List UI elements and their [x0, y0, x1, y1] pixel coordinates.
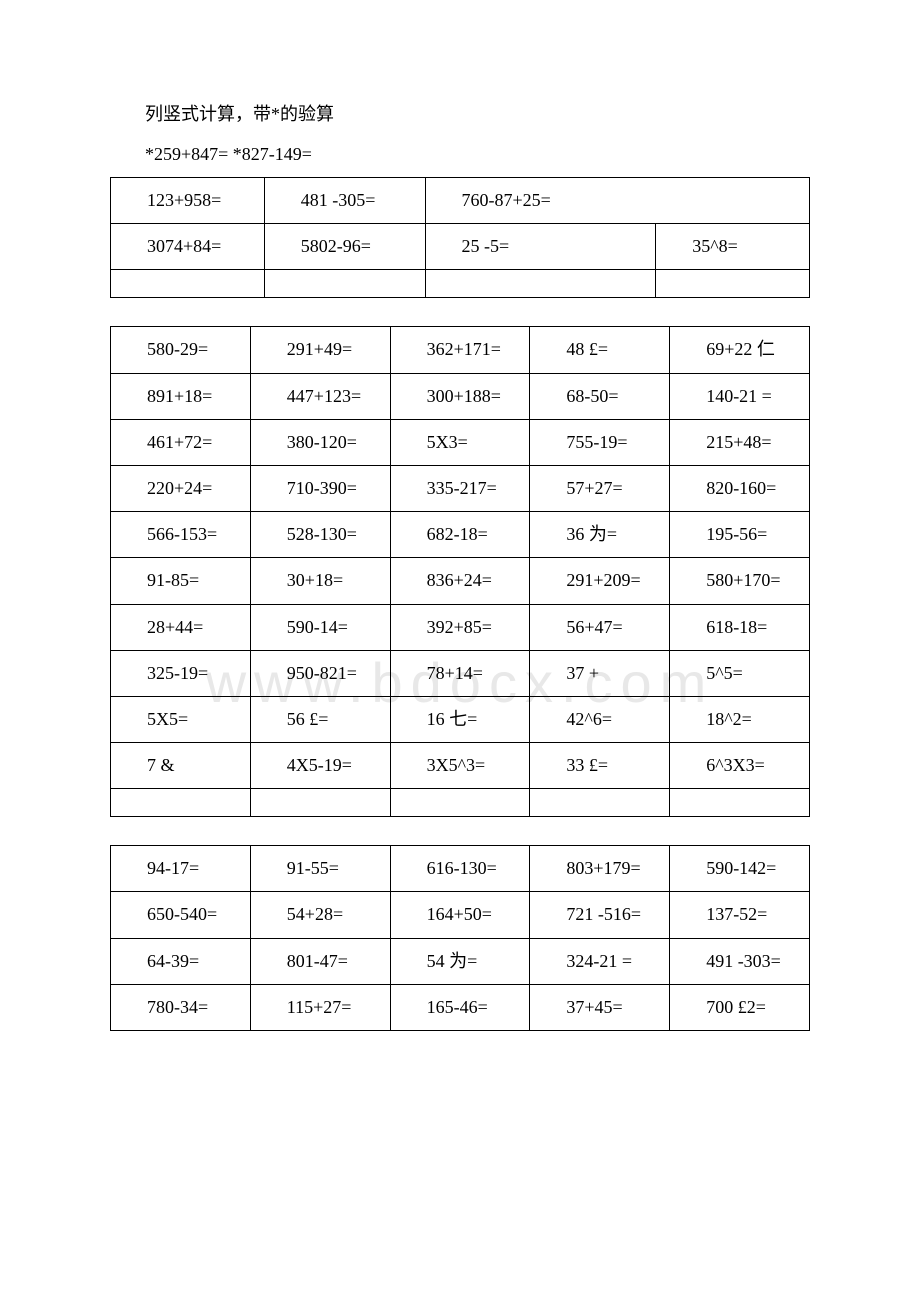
table-cell: 78+14= [390, 650, 530, 696]
table-cell: 891+18= [111, 373, 251, 419]
table-cell: 123+958= [111, 178, 265, 224]
table-cell: 5^5= [670, 650, 810, 696]
table-cell [656, 270, 810, 298]
table-cell: 801-47= [250, 938, 390, 984]
table-cell: 36 为= [530, 512, 670, 558]
table-cell: 195-56= [670, 512, 810, 558]
table-cell [670, 789, 810, 817]
table-cell: 94-17= [111, 846, 251, 892]
table-cell: 580+170= [670, 558, 810, 604]
table-cell: 164+50= [390, 892, 530, 938]
table-cell: 566-153= [111, 512, 251, 558]
table-cell [530, 789, 670, 817]
table-cell: 54+28= [250, 892, 390, 938]
table-cell: 54 为= [390, 938, 530, 984]
table-cell [425, 270, 656, 298]
page-subheading: *259+847= *827-149= [145, 144, 810, 165]
table-cell: 950-821= [250, 650, 390, 696]
table-cell: 91-55= [250, 846, 390, 892]
table-cell: 447+123= [250, 373, 390, 419]
table-cell: 6^3X3= [670, 743, 810, 789]
table-cell: 7 & [111, 743, 251, 789]
table-cell: 25 -5= [425, 224, 656, 270]
table-cell: 300+188= [390, 373, 530, 419]
table-cell: 3074+84= [111, 224, 265, 270]
table-cell: 836+24= [390, 558, 530, 604]
table-cell [250, 789, 390, 817]
table-cell: 68-50= [530, 373, 670, 419]
table-cell: 57+27= [530, 465, 670, 511]
table-cell: 803+179= [530, 846, 670, 892]
table-cell: 3X5^3= [390, 743, 530, 789]
table-cell: 4X5-19= [250, 743, 390, 789]
table-cell: 16 七= [390, 696, 530, 742]
table-cell: 461+72= [111, 419, 251, 465]
table-cell: 28+44= [111, 604, 251, 650]
page-heading: 列竖式计算，带*的验算 [145, 100, 810, 126]
table-cell: 590-14= [250, 604, 390, 650]
table-cell: 580-29= [111, 327, 251, 373]
problems-table-3: 94-17=91-55=616-130=803+179=590-142= 650-… [110, 845, 810, 1031]
table-cell: 5X5= [111, 696, 251, 742]
table-cell: 491 -303= [670, 938, 810, 984]
table-cell: 590-142= [670, 846, 810, 892]
table-cell [111, 270, 265, 298]
table-cell: 35^8= [656, 224, 810, 270]
table-cell [264, 270, 425, 298]
table-cell: 528-130= [250, 512, 390, 558]
table-cell: 325-19= [111, 650, 251, 696]
table-cell: 755-19= [530, 419, 670, 465]
problems-table-1: 123+958=481 -305=760-87+25= 3074+84=5802-… [110, 177, 810, 298]
table-cell: 30+18= [250, 558, 390, 604]
table-cell: 682-18= [390, 512, 530, 558]
table-cell: 69+22 仁 [670, 327, 810, 373]
table-cell: 64-39= [111, 938, 251, 984]
table-cell: 650-540= [111, 892, 251, 938]
table-cell: 56 £= [250, 696, 390, 742]
table-cell: 5802-96= [264, 224, 425, 270]
table-cell: 760-87+25= [425, 178, 809, 224]
table-cell: 362+171= [390, 327, 530, 373]
table-cell: 115+27= [250, 984, 390, 1030]
table-cell: 91-85= [111, 558, 251, 604]
table-cell: 392+85= [390, 604, 530, 650]
table-cell: 324-21 = [530, 938, 670, 984]
table-cell: 710-390= [250, 465, 390, 511]
table-cell: 5X3= [390, 419, 530, 465]
table-cell: 48 £= [530, 327, 670, 373]
table-cell: 820-160= [670, 465, 810, 511]
table-cell: 165-46= [390, 984, 530, 1030]
table-cell: 700 £2= [670, 984, 810, 1030]
table-cell: 481 -305= [264, 178, 425, 224]
table-cell: 37 + [530, 650, 670, 696]
table-cell: 33 £= [530, 743, 670, 789]
table-cell [390, 789, 530, 817]
table-cell [111, 789, 251, 817]
table-cell: 18^2= [670, 696, 810, 742]
table-cell: 140-21 = [670, 373, 810, 419]
table-cell: 215+48= [670, 419, 810, 465]
table-cell: 220+24= [111, 465, 251, 511]
table-cell: 42^6= [530, 696, 670, 742]
table-cell: 780-34= [111, 984, 251, 1030]
table-cell: 721 -516= [530, 892, 670, 938]
table-cell: 56+47= [530, 604, 670, 650]
table-cell: 37+45= [530, 984, 670, 1030]
table-cell: 618-18= [670, 604, 810, 650]
table-cell: 616-130= [390, 846, 530, 892]
table-cell: 291+209= [530, 558, 670, 604]
table-cell: 380-120= [250, 419, 390, 465]
table-cell: 291+49= [250, 327, 390, 373]
table-cell: 335-217= [390, 465, 530, 511]
table-cell: 137-52= [670, 892, 810, 938]
problems-table-2: 580-29=291+49=362+171=48 £=69+22 仁 891+18… [110, 326, 810, 817]
